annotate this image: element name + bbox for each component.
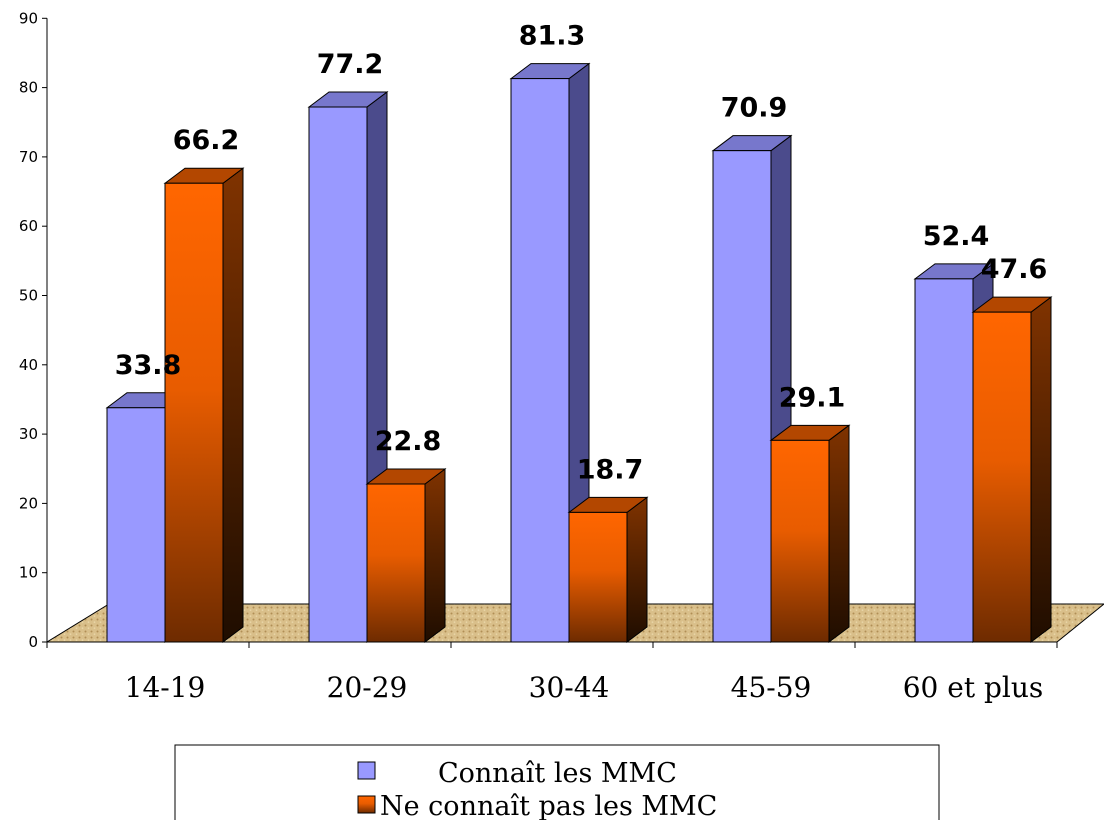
bar-front: [366, 483, 426, 643]
bar-ne-connait-pas-0: [163, 167, 245, 643]
bar-ne-connait-pas-2: [567, 496, 649, 643]
y-tick-label: 50: [19, 287, 38, 305]
bar-front: [164, 182, 224, 643]
bar-side: [222, 167, 244, 643]
bar-front: [972, 311, 1032, 643]
y-tick-label: 60: [19, 217, 38, 235]
data-labels: 33.8 66.2 77.2 22.8 81.3 18.7 70.9 29.1 52.447.6: [115, 21, 1048, 486]
bar-side: [828, 424, 850, 643]
bar-ne-connait-pas-4: [971, 296, 1053, 643]
y-tick-label: 10: [19, 564, 38, 582]
legend-box: [174, 744, 940, 820]
bar-side: [1030, 296, 1052, 643]
x-tick-label: 60 et plus: [903, 671, 1044, 704]
y-tick-label: 30: [19, 425, 38, 443]
data-label: 29.1: [779, 382, 846, 413]
bar-front: [568, 511, 628, 643]
bar-side: [626, 496, 648, 643]
x-tick-label: 20-29: [327, 671, 408, 704]
y-tick-label: 70: [19, 148, 38, 166]
legend-label-0: Connaît les MMC: [438, 758, 677, 789]
bar-front: [914, 278, 974, 643]
x-tick-label: 30-44: [529, 671, 610, 704]
data-label: 66.2: [173, 125, 240, 156]
data-label: 77.2: [317, 49, 384, 80]
y-tick-label: 40: [19, 356, 38, 374]
y-tick-label: 90: [19, 9, 38, 27]
y-tick-label: 20: [19, 494, 38, 512]
legend-swatch-1: [357, 795, 376, 814]
bar-connait-2: [509, 62, 591, 643]
data-label: 33.8: [115, 350, 182, 381]
x-tick-label: 45-59: [731, 671, 812, 704]
y-tick-label: 80: [19, 79, 38, 97]
bar-front: [308, 106, 368, 643]
bar-front: [510, 78, 570, 643]
x-axis: 14-19 20-29 30-44 45-59 60 et plus: [46, 641, 1058, 704]
data-label: 52.4: [923, 221, 990, 252]
legend-label-1: Ne connaît pas les MMC: [380, 791, 717, 820]
bar-ne-connait-pas-1: [365, 467, 447, 643]
bar-ne-connait-pas-3: [769, 424, 851, 643]
data-label: 81.3: [519, 21, 586, 52]
legend-swatch-0: [357, 761, 376, 780]
y-axis: 0 10 20 30 40 50 60 70 80 90: [19, 9, 48, 651]
y-tick-label: 0: [28, 633, 38, 651]
bar-front: [770, 439, 830, 643]
bar-front: [106, 407, 166, 643]
bar-front: [712, 150, 772, 643]
data-label: 47.6: [981, 254, 1048, 285]
bars: [105, 62, 1053, 643]
data-label: 70.9: [721, 93, 788, 124]
data-label: 18.7: [577, 454, 644, 485]
x-tick-label: 14-19: [125, 671, 206, 704]
bar-side: [424, 467, 446, 643]
data-label: 22.8: [375, 426, 442, 457]
